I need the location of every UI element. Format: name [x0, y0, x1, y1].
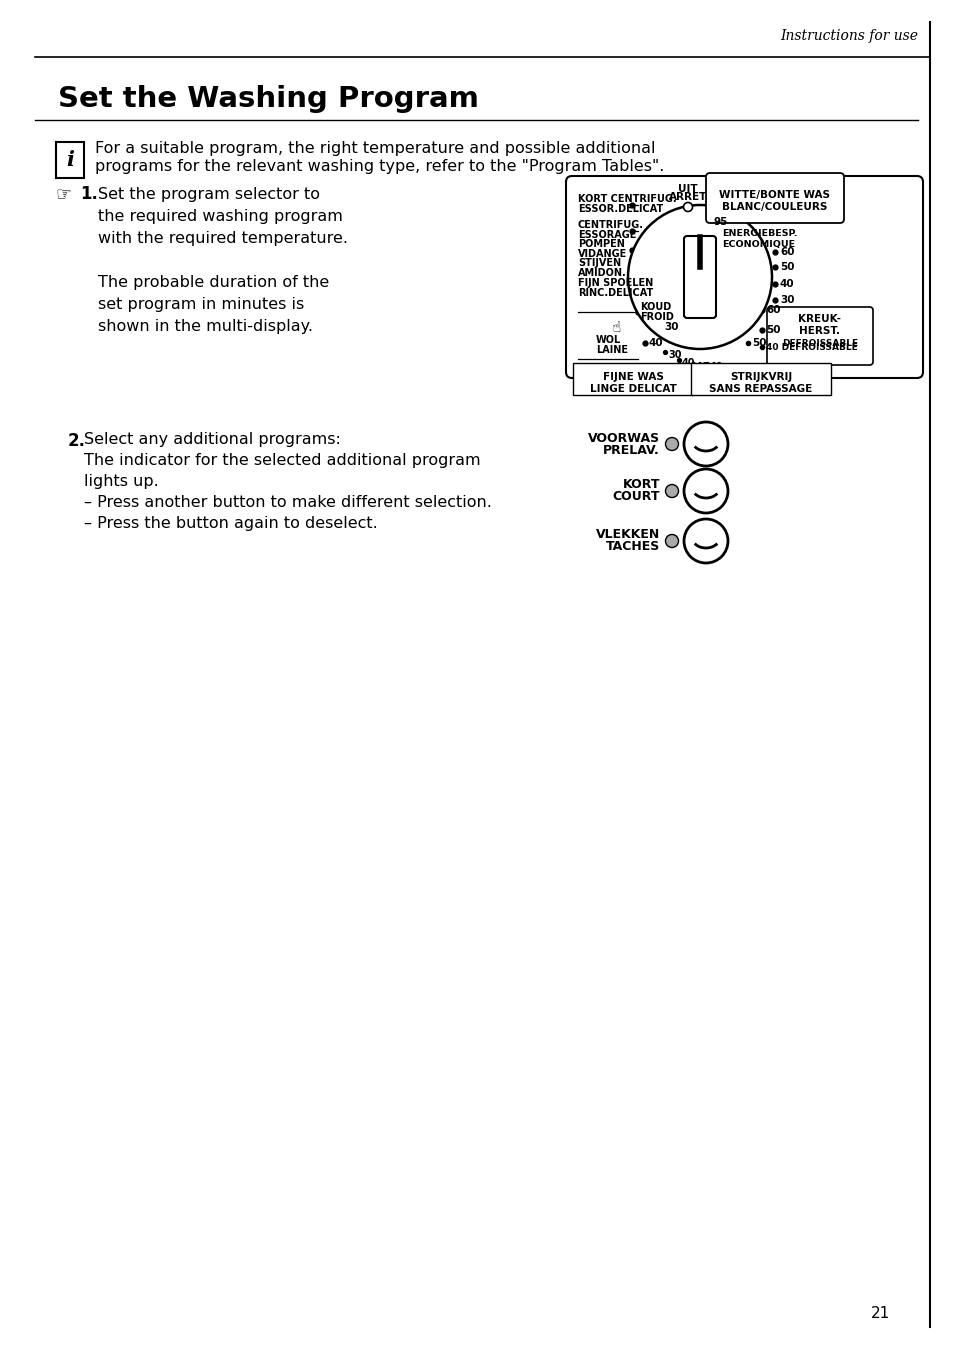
Circle shape — [682, 203, 692, 211]
FancyBboxPatch shape — [573, 362, 692, 395]
Text: DEFROISSABLE: DEFROISSABLE — [781, 338, 857, 347]
Text: BLANC/COULEURS: BLANC/COULEURS — [721, 201, 827, 212]
Text: CENTRIFUG.: CENTRIFUG. — [578, 220, 643, 230]
Text: TACHES: TACHES — [605, 541, 659, 553]
Text: VLEKKEN: VLEKKEN — [595, 529, 659, 542]
Text: 95: 95 — [713, 218, 727, 227]
Text: Set the program selector to: Set the program selector to — [98, 187, 319, 201]
FancyBboxPatch shape — [683, 237, 716, 318]
Text: – Press the button again to deselect.: – Press the button again to deselect. — [84, 516, 377, 531]
Text: 30: 30 — [663, 322, 678, 333]
Text: KREUK-: KREUK- — [798, 314, 841, 324]
Text: 40: 40 — [780, 279, 794, 289]
Text: PRELAV.: PRELAV. — [602, 443, 659, 457]
Text: 60: 60 — [765, 306, 780, 315]
Text: the required washing program: the required washing program — [98, 208, 342, 223]
Text: STRIJKVRIJ: STRIJKVRIJ — [729, 372, 791, 383]
Text: 50: 50 — [765, 324, 780, 335]
Text: RINC.DELICAT: RINC.DELICAT — [578, 288, 653, 297]
Text: i: i — [66, 150, 74, 170]
Text: HERST.: HERST. — [799, 326, 840, 337]
Text: 50: 50 — [751, 338, 765, 347]
Text: Instructions for use: Instructions for use — [780, 28, 917, 43]
Text: VOORWAS: VOORWAS — [587, 431, 659, 445]
FancyBboxPatch shape — [705, 173, 843, 223]
Text: Select any additional programs:: Select any additional programs: — [84, 433, 340, 448]
Text: 40: 40 — [709, 362, 722, 372]
Text: POMPEN: POMPEN — [578, 239, 624, 249]
FancyBboxPatch shape — [565, 176, 923, 379]
Text: – Press another button to make different selection.: – Press another button to make different… — [84, 495, 492, 510]
Text: lights up.: lights up. — [84, 475, 158, 489]
Text: ESSOR.DELICAT: ESSOR.DELICAT — [578, 204, 662, 214]
Text: KOUD: KOUD — [639, 301, 671, 312]
Text: 40: 40 — [681, 358, 695, 368]
Text: KORT: KORT — [622, 479, 659, 492]
Text: 2.: 2. — [68, 433, 86, 450]
FancyBboxPatch shape — [766, 307, 872, 365]
Text: shown in the multi-display.: shown in the multi-display. — [98, 319, 313, 334]
Text: WOL: WOL — [596, 335, 620, 345]
Text: STIJVEN: STIJVEN — [578, 258, 620, 268]
Text: VIDANGE: VIDANGE — [578, 249, 626, 260]
Circle shape — [627, 206, 771, 349]
Text: 1.: 1. — [80, 185, 98, 203]
Text: LAINE: LAINE — [596, 345, 627, 356]
Text: FIJN SPOELEN: FIJN SPOELEN — [578, 279, 653, 288]
Text: WITTE/BONTE WAS: WITTE/BONTE WAS — [719, 191, 830, 200]
Circle shape — [665, 438, 678, 450]
Text: ENERGIEBESP.: ENERGIEBESP. — [721, 230, 797, 238]
Text: ☞: ☞ — [55, 185, 71, 203]
Text: ☝: ☝ — [612, 320, 621, 335]
Circle shape — [683, 469, 727, 512]
Text: LINGE DELICAT: LINGE DELICAT — [589, 384, 676, 393]
Text: ARRET: ARRET — [668, 192, 706, 201]
Circle shape — [665, 534, 678, 548]
FancyBboxPatch shape — [56, 142, 84, 178]
Text: UIT: UIT — [678, 184, 697, 193]
FancyBboxPatch shape — [690, 362, 830, 395]
Circle shape — [665, 484, 678, 498]
Text: 40: 40 — [696, 362, 709, 372]
Text: 21: 21 — [870, 1306, 889, 1321]
Text: 40 DEFROISSABLE: 40 DEFROISSABLE — [765, 342, 857, 352]
Text: FIJNE WAS: FIJNE WAS — [602, 372, 662, 383]
Text: SANS REPASSAGE: SANS REPASSAGE — [709, 384, 812, 393]
Text: AMIDON.: AMIDON. — [578, 268, 626, 279]
Circle shape — [683, 422, 727, 466]
Text: The probable duration of the: The probable duration of the — [98, 274, 329, 289]
Text: 40: 40 — [648, 338, 663, 347]
Text: set program in minutes is: set program in minutes is — [98, 296, 304, 311]
Text: COURT: COURT — [612, 491, 659, 503]
Text: with the required temperature.: with the required temperature. — [98, 230, 348, 246]
Text: ECONOMIQUE: ECONOMIQUE — [721, 239, 794, 249]
Text: KORT CENTRIFUG.: KORT CENTRIFUG. — [578, 193, 676, 204]
Text: FROID: FROID — [639, 312, 673, 322]
Text: Set the Washing Program: Set the Washing Program — [58, 85, 478, 114]
Text: 30: 30 — [667, 350, 680, 360]
Circle shape — [683, 519, 727, 562]
Text: ESSORAGE: ESSORAGE — [578, 230, 636, 241]
Text: For a suitable program, the right temperature and possible additional: For a suitable program, the right temper… — [95, 142, 655, 157]
Text: 60: 60 — [780, 247, 794, 257]
Text: programs for the relevant washing type, refer to the "Program Tables".: programs for the relevant washing type, … — [95, 158, 663, 173]
Text: 30: 30 — [780, 295, 794, 306]
Text: The indicator for the selected additional program: The indicator for the selected additiona… — [84, 453, 480, 468]
Text: 50: 50 — [780, 262, 794, 272]
